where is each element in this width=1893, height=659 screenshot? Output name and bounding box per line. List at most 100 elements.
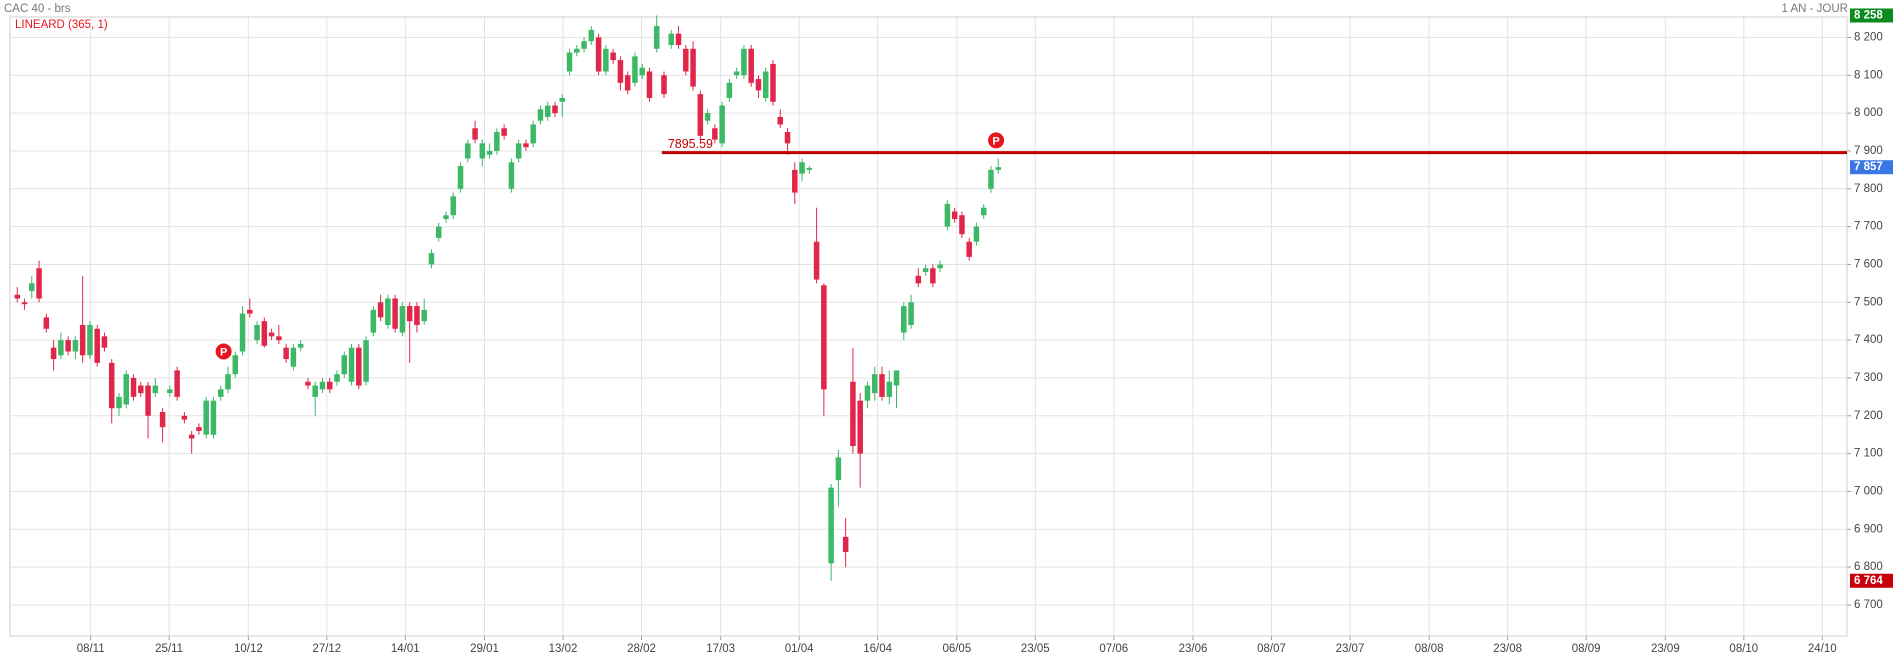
- candle-body: [225, 374, 231, 390]
- chart-subtitle: 1 AN - JOUR: [1782, 3, 1848, 15]
- x-tick-label: 25/11: [155, 643, 183, 655]
- candle-body: [523, 143, 529, 148]
- x-tick-label: 06/05: [942, 643, 971, 655]
- candle-body: [377, 302, 384, 318]
- pivot-marker-label: P: [992, 135, 999, 147]
- candle-body: [646, 71, 653, 98]
- candle-body: [886, 381, 893, 397]
- candle-body: [842, 536, 849, 553]
- candle-body: [588, 29, 595, 42]
- candle-body: [326, 381, 333, 390]
- y-tick-label: 7 400: [1854, 334, 1883, 346]
- candle-body: [566, 52, 573, 72]
- candle-body: [254, 324, 260, 341]
- candle-body: [247, 309, 253, 314]
- candle-body: [152, 385, 159, 394]
- candle-body: [138, 385, 144, 394]
- candle-body: [595, 37, 602, 72]
- candle-body: [348, 347, 355, 382]
- candle-body: [813, 241, 820, 280]
- candle-body: [443, 215, 449, 220]
- candle-body: [50, 347, 57, 360]
- candle-body: [36, 268, 42, 299]
- candle-body: [341, 355, 348, 375]
- candle-body: [966, 241, 972, 257]
- candle-body: [544, 105, 551, 117]
- candle-body: [319, 381, 326, 390]
- candle-body: [87, 324, 93, 356]
- price-badge: [1850, 160, 1893, 175]
- candle-body: [421, 309, 427, 322]
- candle-body: [748, 48, 754, 83]
- candle-body: [43, 317, 50, 329]
- candle-body: [871, 374, 878, 394]
- candle-body: [988, 169, 994, 189]
- x-tick-label: 08/07: [1257, 643, 1286, 655]
- candle-body: [799, 162, 805, 174]
- y-tick-label: 8 200: [1854, 31, 1883, 43]
- price-badge-label: 8 258: [1854, 10, 1883, 22]
- candle-body: [581, 41, 587, 49]
- candle-body: [770, 63, 776, 102]
- candle-body: [515, 143, 522, 159]
- plot-frame: [9, 16, 1848, 637]
- candle-body: [784, 132, 791, 144]
- candle-body: [116, 396, 122, 409]
- candle-body: [719, 105, 725, 144]
- candle-body: [399, 306, 406, 333]
- candle-body: [290, 347, 297, 367]
- candle-body: [239, 313, 246, 352]
- y-tick-label: 6 700: [1854, 599, 1883, 611]
- candle-body: [915, 275, 922, 284]
- candle-body: [712, 128, 718, 140]
- candle-body: [944, 203, 951, 227]
- candle-body: [217, 389, 224, 397]
- candle-body: [792, 169, 798, 193]
- candle-body: [937, 264, 943, 269]
- x-tick-label: 13/02: [549, 643, 578, 655]
- pivot-marker-label: P: [220, 346, 227, 358]
- candle-body: [668, 33, 675, 45]
- candle-body: [755, 79, 762, 91]
- x-tick-label: 17/03: [706, 643, 735, 655]
- candle-body: [726, 82, 733, 98]
- candle-body: [428, 253, 435, 265]
- candle-body: [435, 226, 442, 238]
- candle-body: [610, 52, 616, 61]
- y-tick-label: 7 000: [1854, 485, 1883, 497]
- candle-body: [639, 67, 645, 76]
- x-tick-label: 23/09: [1651, 643, 1680, 655]
- x-tick-label: 24/10: [1808, 643, 1837, 655]
- price-badge-label: 6 764: [1854, 575, 1883, 587]
- candle-body: [828, 487, 834, 564]
- candle-body: [908, 302, 914, 325]
- candle-body: [167, 389, 173, 394]
- x-tick-label: 01/04: [785, 643, 814, 655]
- candle-body: [196, 427, 202, 431]
- y-tick-label: 8 100: [1854, 69, 1883, 81]
- y-tick-label: 7 800: [1854, 183, 1883, 195]
- candle-body: [145, 385, 151, 416]
- y-tick-label: 7 100: [1854, 448, 1883, 460]
- candle-body: [297, 343, 304, 348]
- pivot-marker: [988, 132, 1005, 149]
- candle-body: [530, 124, 536, 144]
- candle-body: [203, 400, 209, 435]
- candle-body: [188, 434, 195, 439]
- candle-body: [821, 285, 827, 390]
- candle-body: [683, 48, 689, 72]
- candle-body: [995, 167, 1002, 170]
- candle-body: [108, 362, 115, 409]
- x-tick-label: 08/11: [77, 643, 105, 655]
- candle-body: [305, 381, 311, 386]
- candle-body: [174, 370, 180, 397]
- price-badge: [1850, 573, 1893, 588]
- pivot-marker: [215, 343, 232, 360]
- y-tick-label: 7 500: [1854, 296, 1883, 308]
- candle-body: [741, 48, 747, 76]
- candle-body: [479, 143, 486, 159]
- candle-body: [806, 167, 813, 170]
- x-tick-label: 08/09: [1572, 643, 1601, 655]
